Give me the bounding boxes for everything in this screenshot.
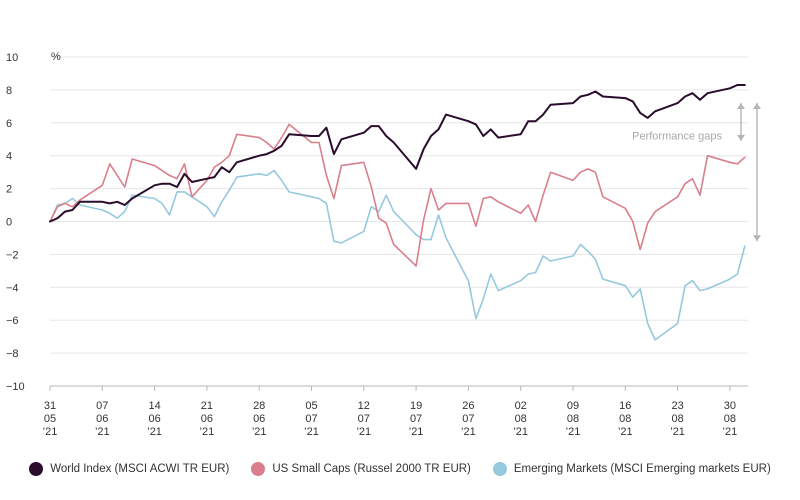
gap-arrowhead-up-large — [753, 103, 761, 110]
y-axis: 10 8 6 4 2 0 −2 −4 −6 −8 −10% — [6, 51, 61, 393]
x-tick-label-line: 07 — [305, 413, 317, 425]
x-tick-label-line: 30 — [724, 400, 736, 412]
x-tick-label-line: ’21 — [147, 426, 162, 438]
y-tick-label: −6 — [6, 315, 19, 327]
x-tick-label-line: 05 — [44, 413, 56, 425]
x-tick-label: 09 08’21 — [566, 400, 581, 438]
y-tick-label: −8 — [6, 348, 19, 360]
x-tick-label: 02 08’21 — [513, 400, 528, 438]
series-lines — [49, 84, 746, 341]
x-tick-label-line: 06 — [96, 413, 108, 425]
x-tick-label-line: ’21 — [566, 426, 581, 438]
legend-label-world-index: World Index (MSCI ACWI TR EUR) — [50, 463, 230, 475]
gap-arrowhead-down-large — [753, 235, 761, 242]
gap-arrowhead-up-small — [737, 103, 745, 110]
gap-arrowhead-down-small — [737, 134, 745, 141]
x-tick-label-line: ’21 — [670, 426, 685, 438]
y-tick-label: 10 — [6, 52, 18, 64]
x-tick-label-line: 16 — [619, 400, 631, 412]
x-tick-label-line: ’21 — [409, 426, 424, 438]
x-tick-label-line: 07 — [410, 413, 422, 425]
legend-item-world-index: World Index (MSCI ACWI TR EUR) — [29, 462, 229, 476]
x-tick-label-line: 06 — [148, 413, 160, 425]
legend-label-us-small-caps: US Small Caps (Russel 2000 TR EUR) — [272, 463, 471, 475]
x-tick-label-line: 28 — [253, 400, 265, 412]
world-index-line — [49, 84, 746, 223]
y-unit-label: % — [51, 51, 61, 63]
legend-item-emerging-markets: Emerging Markets (MSCI Emerging markets … — [492, 462, 771, 476]
x-tick-label-line: 06 — [253, 413, 265, 425]
x-tick-label-line: 12 — [358, 400, 370, 412]
y-tick-label: 2 — [6, 184, 12, 196]
x-tick-label-line: ’21 — [461, 426, 476, 438]
x-tick-label-line: 09 — [567, 400, 579, 412]
y-tick-label: 0 — [6, 217, 12, 229]
y-tick-label: 6 — [6, 118, 12, 130]
legend: World Index (MSCI ACWI TR EUR) US Small … — [0, 458, 800, 480]
x-tick-label-line: ’21 — [43, 426, 58, 438]
y-tick-label: 8 — [6, 85, 12, 97]
x-tick-label: 31 05’21 — [43, 400, 58, 438]
x-tick-label: 30 08’21 — [723, 400, 738, 438]
x-tick-label-line: 19 — [410, 400, 422, 412]
performance-gaps-annotation: Performance gaps — [632, 103, 761, 242]
x-tick-label: 07 06’21 — [95, 400, 110, 438]
y-tick-label: −2 — [6, 249, 19, 261]
x-tick-label: 16 08’21 — [618, 400, 633, 438]
x-tick-label-line: ’21 — [356, 426, 371, 438]
x-tick-label-line: 02 — [515, 400, 527, 412]
x-tick-label-line: 08 — [567, 413, 579, 425]
x-tick-label-line: 07 — [96, 400, 108, 412]
x-tick-label: 21 06’21 — [200, 400, 215, 438]
x-tick-label: 28 06’21 — [252, 400, 267, 438]
legend-label-emerging-markets: Emerging Markets (MSCI Emerging markets … — [513, 463, 771, 475]
x-tick-label-line: ’21 — [95, 426, 110, 438]
legend-swatch-us-small-caps — [251, 462, 266, 476]
x-tick-label-line: 08 — [619, 413, 631, 425]
x-tick-label-line: 31 — [44, 400, 56, 412]
grid — [50, 56, 748, 387]
legend-swatch-world-index — [29, 462, 44, 476]
x-tick-label-line: 07 — [358, 413, 370, 425]
x-tick-label-line: ’21 — [200, 426, 215, 438]
x-tick-label-line: 05 — [305, 400, 317, 412]
x-tick-label-line: 08 — [671, 413, 683, 425]
x-tick-label-line: 06 — [201, 413, 213, 425]
x-tick-label-line: 21 — [201, 400, 213, 412]
y-tick-label: −4 — [6, 282, 19, 294]
x-tick-label-line: 26 — [462, 400, 474, 412]
x-tick-label: 19 07’21 — [409, 400, 424, 438]
x-tick-label: 05 07’21 — [304, 400, 319, 438]
x-tick-label-line: 14 — [148, 400, 160, 412]
performance-gaps-label: Performance gaps — [632, 130, 722, 142]
y-tick-label: 4 — [6, 151, 12, 163]
x-tick-label-line: 08 — [724, 413, 736, 425]
x-tick-label-line: ’21 — [723, 426, 738, 438]
emerging-markets-line — [49, 169, 746, 341]
x-tick-label-line: 07 — [462, 413, 474, 425]
x-tick-label: 26 07’21 — [461, 400, 476, 438]
x-tick-label-line: ’21 — [513, 426, 528, 438]
x-tick-label-line: 23 — [671, 400, 683, 412]
y-tick-label: −10 — [6, 381, 25, 393]
x-tick-label-line: ’21 — [252, 426, 267, 438]
x-tick-label: 14 06’21 — [147, 400, 162, 438]
x-tick-label-line: 08 — [515, 413, 527, 425]
x-tick-label-line: ’21 — [618, 426, 633, 438]
legend-item-us-small-caps: US Small Caps (Russel 2000 TR EUR) — [251, 462, 471, 476]
x-tick-label: 12 07’21 — [356, 400, 371, 438]
us-small-caps-line — [49, 123, 746, 267]
x-tick-label: 23 08’21 — [670, 400, 685, 438]
legend-swatch-emerging-markets — [492, 462, 507, 476]
x-tick-label-line: ’21 — [304, 426, 319, 438]
